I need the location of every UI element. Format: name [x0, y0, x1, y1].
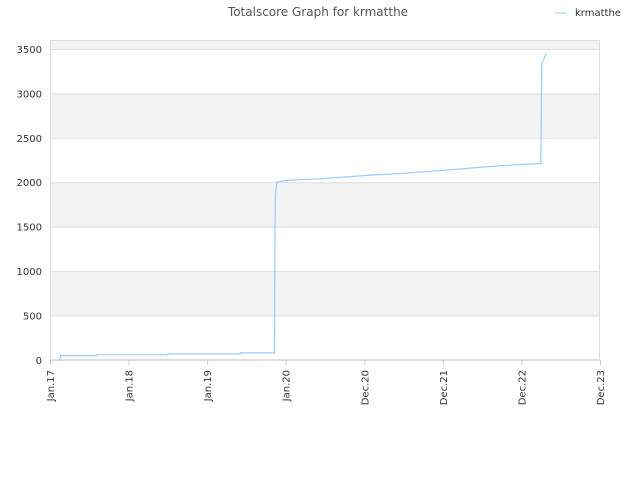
data-point [275, 181, 278, 183]
plot-band [50, 40, 600, 49]
data-point [284, 179, 287, 182]
data-point [274, 225, 276, 228]
plot-grid [50, 48, 600, 361]
x-tick-label: Dec.21 [439, 370, 450, 405]
y-tick-label: 2000 [17, 178, 42, 189]
plot-band [50, 182, 600, 227]
x-tick-label: Dec.20 [360, 370, 371, 405]
x-tick-label: Jan.20 [282, 370, 293, 402]
legend-label: krmatthe [575, 8, 621, 19]
data-point [95, 353, 98, 356]
data-point [481, 166, 483, 168]
y-axis: 0 500 1000 1500 2000 2500 3000 3500 [17, 45, 42, 367]
y-tick-label: 2500 [17, 134, 42, 145]
data-point [545, 53, 547, 55]
x-tick-label: Dec.23 [596, 370, 607, 405]
data-point [448, 169, 451, 171]
x-axis: Jan.17 Jan.18 Jan.19 Jan.20 Dec.20 Dec.21 Dec.… [46, 360, 607, 405]
x-tick-label: Jan.17 [46, 370, 57, 402]
data-point [239, 352, 242, 354]
data-point [167, 353, 170, 355]
data-point [540, 63, 543, 65]
y-tick-label: 0 [36, 356, 42, 367]
data-point [58, 359, 61, 361]
legend[interactable]: krmatthe [555, 8, 621, 19]
y-tick-label: 500 [23, 312, 42, 323]
x-tick-label: Dec.22 [517, 370, 528, 405]
series-layer [58, 53, 547, 361]
y-tick-label: 3500 [17, 45, 42, 56]
series-line [59, 53, 547, 361]
plot-band [50, 271, 600, 316]
plot-bands [50, 40, 600, 316]
data-point [60, 354, 62, 357]
plot-border [50, 40, 600, 360]
data-point [320, 177, 323, 180]
data-point [520, 163, 523, 166]
y-tick-label: 1500 [17, 223, 42, 234]
y-tick-label: 3000 [17, 89, 42, 100]
plot-band [50, 93, 600, 138]
data-point [370, 174, 372, 176]
chart-title: Totalscore Graph for krmatthe [227, 5, 408, 19]
x-tick-label: Jan.19 [203, 370, 214, 402]
data-point [540, 162, 542, 165]
y-tick-label: 1000 [17, 267, 42, 278]
data-point [274, 194, 277, 197]
plot-frame [50, 40, 600, 360]
data-point [402, 172, 405, 175]
data-point [273, 352, 276, 354]
x-tick-label: Jan.18 [125, 370, 136, 402]
